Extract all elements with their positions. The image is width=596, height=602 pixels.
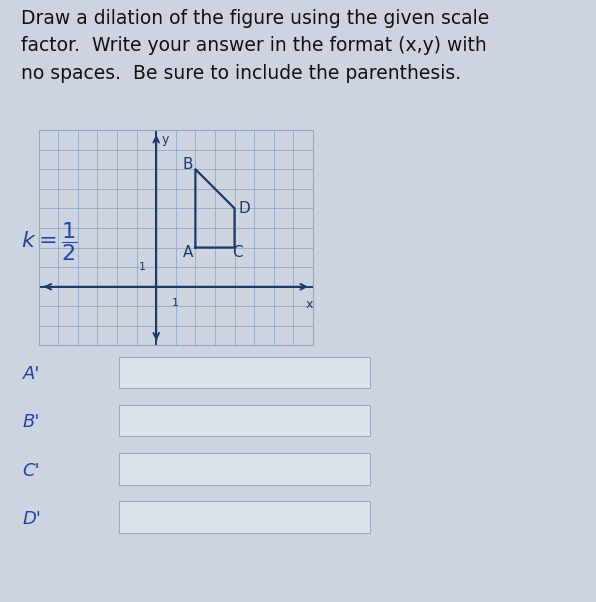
Text: Draw a dilation of the figure using the given scale
factor.  Write your answer i: Draw a dilation of the figure using the … <box>21 9 489 82</box>
Text: D: D <box>238 201 250 216</box>
Text: x: x <box>305 297 313 311</box>
Text: y: y <box>162 133 169 146</box>
Text: D': D' <box>23 510 42 528</box>
Text: C': C' <box>23 462 41 480</box>
Text: B: B <box>182 157 193 172</box>
Text: B': B' <box>23 414 40 432</box>
Text: A: A <box>182 245 193 260</box>
Text: 1: 1 <box>138 262 145 272</box>
Text: $k = \dfrac{1}{2}$: $k = \dfrac{1}{2}$ <box>21 220 77 262</box>
Text: A': A' <box>23 365 40 383</box>
Text: 1: 1 <box>172 297 179 308</box>
Text: C: C <box>232 245 243 260</box>
